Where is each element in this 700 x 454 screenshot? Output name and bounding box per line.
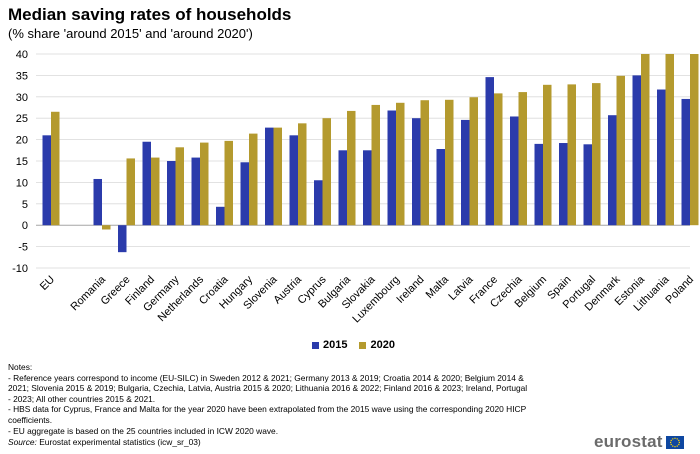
x-tick-label: Romania: [69, 273, 109, 313]
y-tick-label: 30: [16, 92, 28, 104]
x-tick-label: EU: [38, 274, 57, 293]
bar-2015-croatia: [216, 206, 225, 226]
chart-subtitle: (% share 'around 2015' and 'around 2020'…: [8, 26, 253, 41]
eu-flag-icon: [665, 435, 684, 449]
bar-2015-belgium: [534, 143, 543, 226]
notes-line: - HBS data for Cyprus, France and Malta …: [8, 404, 527, 415]
bar-2020-bulgaria: [347, 110, 356, 226]
bars: [42, 54, 699, 253]
bar-2015-denmark: [608, 115, 617, 226]
bar-2015-slovakia: [363, 150, 372, 226]
bar-2015-lithuania: [657, 89, 666, 226]
y-tick-label: 10: [16, 177, 28, 189]
bar-2015-romania: [93, 178, 102, 226]
legend-item-2020: 2020: [359, 339, 395, 351]
bar-2020-romania: [102, 225, 111, 230]
y-tick-label: -10: [12, 263, 28, 275]
y-tick-label: 25: [16, 113, 28, 125]
y-tick-label: 5: [22, 199, 28, 211]
bar-2015-france: [485, 77, 494, 226]
legend: 2015 2020: [312, 339, 407, 351]
bar-2015-portugal: [583, 144, 592, 226]
bar-2015-spain: [559, 143, 568, 226]
chart-title: Median saving rates of households: [8, 5, 292, 24]
legend-item-2015: 2015: [312, 339, 347, 351]
y-tick-label: 35: [16, 70, 28, 82]
notes-line: - EU aggregate is based on the 25 countr…: [8, 425, 279, 436]
bar-2015-latvia: [461, 119, 470, 226]
notes: Notes: - Reference years correspond to i…: [8, 362, 608, 436]
x-tick-label: Poland: [663, 274, 696, 307]
notes-heading: Notes:: [8, 362, 33, 372]
notes-line: 2021; Slovenia 2015 & 2019; Bulgaria, Cz…: [8, 383, 528, 394]
bar-2015-malta: [436, 149, 445, 226]
bar-2020-eu: [51, 111, 60, 226]
source-label: Source:: [8, 437, 37, 447]
bar-2020-finland: [151, 157, 160, 226]
bar-2020-slovenia: [273, 127, 282, 226]
bar-2020-estonia: [641, 54, 650, 226]
bar-2020-denmark: [616, 75, 625, 226]
bar-2015-hungary: [240, 162, 249, 226]
y-tick-label: 0: [22, 220, 28, 232]
legend-swatch-2015: [312, 341, 319, 349]
bar-2020-austria: [298, 123, 307, 226]
bar-2020-france: [494, 93, 503, 226]
x-tick-label: Ireland: [394, 274, 426, 306]
bar-2020-cyprus: [322, 118, 331, 226]
bar-2015-finland: [142, 141, 151, 226]
bar-2015-czechia: [510, 116, 519, 226]
bar-2020-portugal: [592, 83, 601, 226]
bar-2020-ireland: [420, 100, 429, 226]
bar-2020-greece: [126, 158, 135, 226]
bar-2015-estonia: [632, 75, 641, 226]
legend-label-2020: 2020: [370, 339, 395, 351]
bar-2020-malta: [445, 99, 454, 226]
notes-line: - Reference years correspond to income (…: [8, 372, 524, 383]
bar-2015-bulgaria: [338, 150, 347, 226]
bar-2015-austria: [289, 135, 298, 226]
y-tick-label: 15: [16, 156, 28, 168]
source-text: Eurostat experimental statistics (icw_sr…: [36, 437, 201, 447]
bar-2015-germany: [167, 161, 176, 226]
bar-2020-luxembourg: [396, 102, 405, 226]
bar-2020-germany: [175, 147, 184, 226]
eurostat-logo: eurostat: [594, 432, 684, 452]
bar-2015-netherlands: [191, 157, 200, 226]
notes-line: - 2023; All other countries 2015 & 2021.: [8, 393, 156, 404]
source-line: Source: Eurostat experimental statistics…: [8, 437, 201, 447]
bar-2020-hungary: [249, 133, 258, 226]
bar-2015-greece: [118, 225, 127, 253]
bar-2015-luxembourg: [387, 110, 396, 226]
logo-text: eurostat: [594, 432, 663, 451]
bar-2020-spain: [567, 84, 576, 226]
y-tick-label: 20: [16, 135, 28, 147]
bar-2015-cyprus: [314, 180, 323, 226]
bar-2020-croatia: [224, 140, 233, 226]
bar-2020-netherlands: [200, 142, 209, 226]
bar-2020-latvia: [469, 97, 478, 226]
legend-swatch-2020: [359, 341, 367, 349]
bar-2020-lithuania: [665, 54, 674, 226]
y-tick-label: -5: [18, 242, 28, 254]
bar-2020-poland: [690, 54, 699, 226]
bar-2015-slovenia: [265, 127, 274, 226]
bar-2020-czechia: [518, 92, 527, 226]
bar-2015-ireland: [412, 118, 421, 226]
legend-label-2015: 2015: [323, 339, 348, 351]
notes-line: coefficients.: [8, 414, 53, 425]
bar-2015-eu: [42, 135, 51, 226]
bar-2020-belgium: [543, 84, 552, 226]
bar-2020-slovakia: [371, 104, 380, 226]
y-tick-label: 40: [16, 49, 28, 61]
bar-2015-poland: [681, 98, 690, 226]
